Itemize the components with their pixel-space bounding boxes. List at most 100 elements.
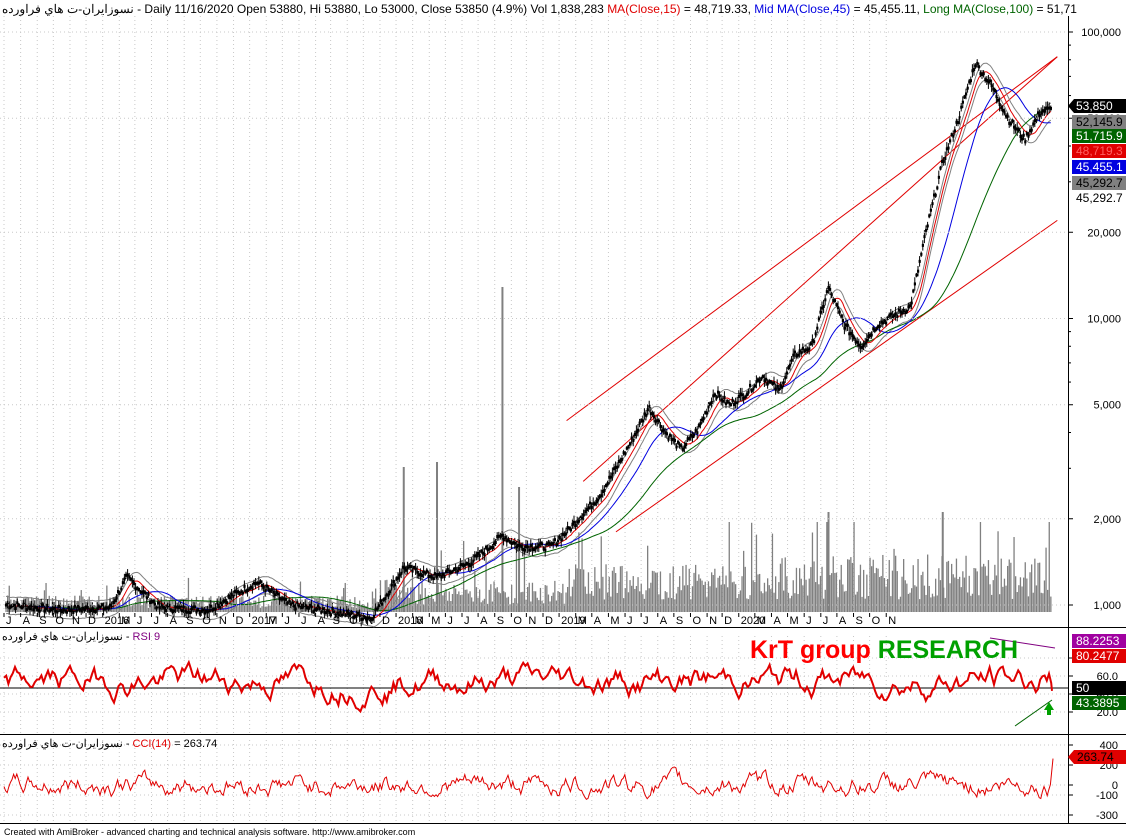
price-bar-body: [448, 569, 451, 573]
volume-bar: [951, 563, 953, 612]
x-tick-label: A: [23, 615, 31, 627]
price-bar-body: [462, 563, 465, 567]
volume-bar: [135, 602, 137, 612]
price-badge-label: 52,145.9: [1076, 115, 1123, 129]
price-bar-body: [969, 79, 972, 83]
volume-bar: [499, 593, 502, 612]
price-bar-body: [397, 576, 400, 580]
price-bar-body: [622, 451, 625, 455]
price-bar-body: [85, 605, 88, 609]
volume-bar: [261, 606, 263, 612]
volume-bar: [909, 592, 911, 612]
price-bar-body: [78, 607, 81, 611]
price-bar-body: [753, 384, 756, 388]
price-bar-body: [235, 590, 238, 594]
price-bar-body: [1043, 109, 1046, 113]
volume-bar: [410, 587, 412, 612]
price-bar-body: [368, 616, 371, 620]
price-bar-body: [86, 606, 89, 610]
volume-bar: [568, 568, 570, 612]
volume-bar: [259, 607, 262, 612]
price-bar-body: [381, 602, 384, 606]
volume-bar: [618, 581, 620, 612]
volume-bar: [83, 599, 86, 612]
volume-bar: [632, 576, 634, 612]
price-bar-body: [686, 437, 689, 441]
volume-bar: [514, 598, 516, 612]
volume-bar: [507, 596, 510, 612]
volume-bar: [631, 585, 633, 612]
price-bar-body: [505, 539, 508, 543]
price-bar-body: [781, 385, 784, 389]
price-bar-body: [854, 340, 857, 344]
price-bar-body: [929, 208, 932, 212]
volume-bar: [843, 591, 846, 612]
volume-bar: [187, 577, 190, 612]
price-bar-body: [443, 575, 446, 579]
volume-bar: [448, 591, 450, 612]
volume-bar: [946, 561, 948, 612]
price-bar-body: [547, 541, 550, 545]
price-bar-body: [395, 577, 398, 581]
volume-bar: [55, 596, 57, 612]
price-bar-body: [515, 545, 518, 549]
volume-bar: [696, 580, 698, 612]
volume-bar: [490, 584, 492, 612]
volume-bar: [653, 571, 655, 612]
price-bar-body: [453, 567, 456, 571]
price-badge: 45,292.7: [1072, 176, 1126, 190]
volume-bar: [637, 577, 639, 612]
volume-bar: [1024, 562, 1026, 612]
volume-bar: [979, 522, 982, 612]
volume-bar: [754, 581, 756, 612]
price-bar-body: [406, 566, 409, 570]
volume-bar: [271, 601, 273, 612]
volume-bar: [583, 569, 585, 612]
volume-bar: [5, 606, 7, 612]
price-bar-body: [633, 433, 636, 437]
price-bar-body: [715, 396, 718, 400]
volume-bar: [781, 558, 783, 612]
price-bar-body: [38, 609, 41, 613]
price-bar-body: [1005, 114, 1008, 118]
volume-bar: [599, 588, 601, 612]
price-bar-body: [477, 551, 480, 555]
volume-bar: [803, 564, 806, 612]
price-bar-body: [720, 398, 723, 402]
volume-bar: [1029, 572, 1031, 612]
price-bar-body: [379, 599, 382, 603]
price-bar-body: [616, 465, 619, 469]
price-bar-body: [797, 353, 800, 357]
x-tick-label: A: [594, 615, 602, 627]
x-tick-label: D: [382, 615, 390, 627]
volume-bar: [181, 598, 183, 612]
volume-bar: [415, 601, 417, 612]
volume-bar: [861, 596, 863, 612]
price-bar-body: [864, 341, 867, 345]
price-bar-body: [928, 214, 931, 218]
volume-bar: [1016, 592, 1018, 612]
volume-bar: [554, 580, 556, 612]
price-bar-body: [192, 605, 195, 609]
volume-bar: [602, 576, 604, 612]
volume-bar: [229, 596, 231, 612]
price-bar-body: [57, 604, 60, 608]
price-bar-body: [859, 345, 862, 349]
price-badge: 51,715.9: [1072, 129, 1126, 143]
price-bar-body: [701, 418, 704, 422]
volume-bar: [506, 597, 508, 612]
volume-bar: [626, 571, 628, 612]
price-bar-body: [958, 116, 961, 120]
volume-bar: [799, 568, 801, 612]
volume-bar: [607, 592, 609, 612]
volume-bar: [480, 602, 482, 612]
volume-bar: [509, 604, 511, 612]
price-bar-body: [867, 335, 870, 339]
trend-channels: [566, 56, 1058, 533]
price-bar-body: [757, 378, 760, 382]
volume-bar: [370, 607, 372, 612]
volume-bar: [130, 606, 132, 612]
price-bar-body: [432, 577, 435, 581]
volume-bar: [288, 607, 290, 612]
volume-bar: [723, 584, 726, 612]
